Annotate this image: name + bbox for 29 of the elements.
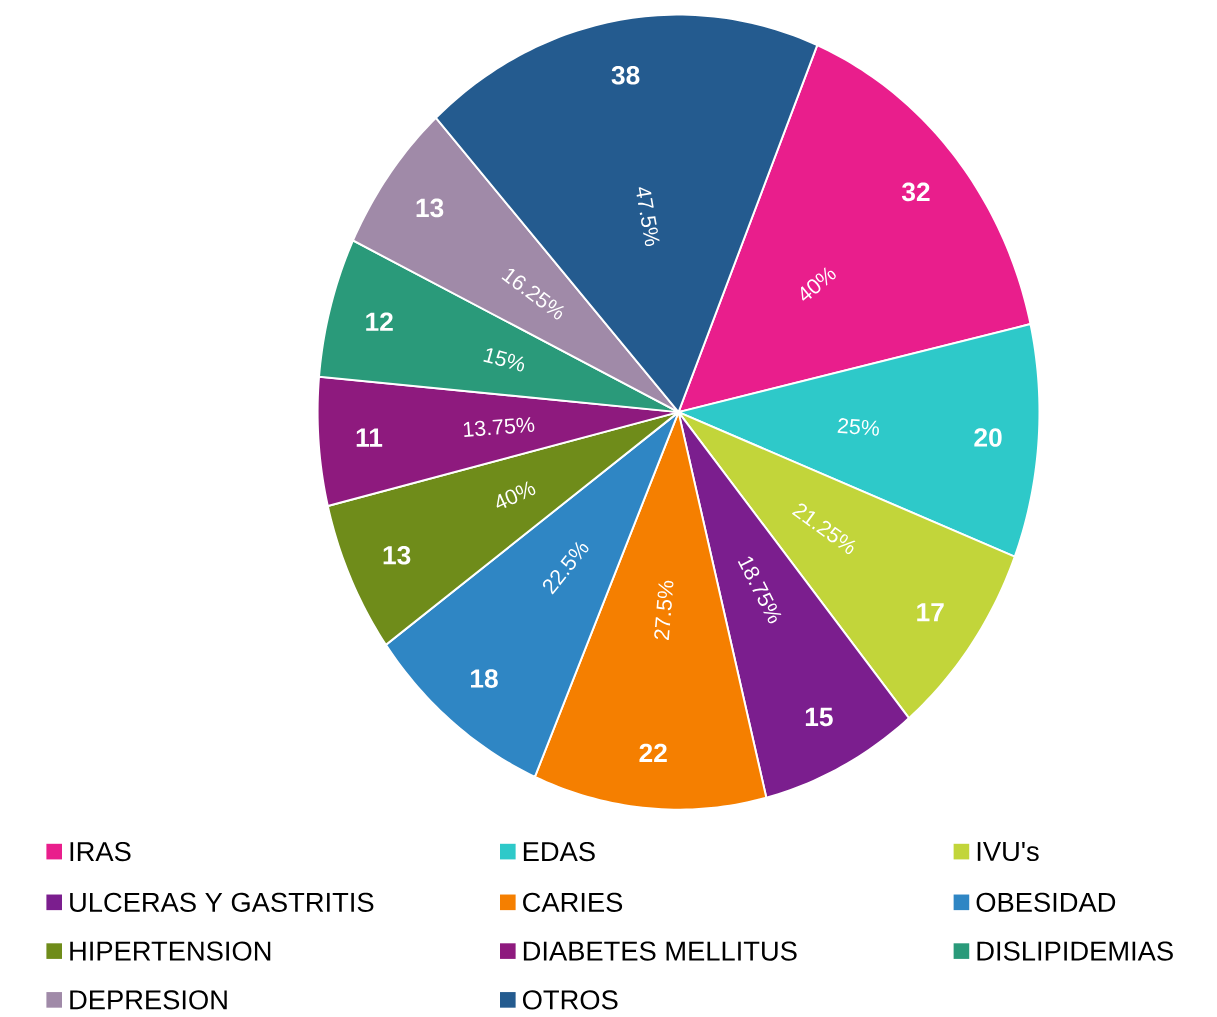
- legend-label: IRAS: [70, 841, 131, 862]
- text: 25%: [837, 417, 879, 436]
- legend-label: HIPERTENSION: [70, 941, 271, 961]
- data-label: 17: [917, 602, 944, 622]
- data-label: 22: [639, 743, 667, 762]
- text: 47.5%: [636, 187, 660, 246]
- legend-label: IVU's: [977, 841, 1039, 861]
- legend-label: DISLIPIDEMIAS: [977, 941, 1173, 961]
- data-label: 38: [611, 65, 640, 85]
- data-label: 13: [416, 198, 444, 218]
- text: 13.75%: [463, 416, 535, 437]
- legend-label: EDAS: [523, 841, 595, 862]
- data-label: 12: [366, 312, 393, 331]
- legend-label: OBESIDAD: [976, 892, 1116, 912]
- text: 27.5%: [654, 580, 674, 640]
- text: 15%: [483, 347, 525, 372]
- legend-label: DIABETES MELLITUS: [523, 941, 797, 961]
- legend-label: DEPRESION: [70, 990, 227, 1010]
- legend-label: CARIES: [523, 892, 623, 912]
- legend-label: ULCERAS Y GASTRITIS: [70, 892, 374, 912]
- data-label: 15: [805, 707, 833, 727]
- data-label: 13: [383, 545, 411, 565]
- data-label: 20: [974, 428, 1002, 447]
- legend-label: OTROS: [522, 990, 618, 1010]
- text: 40%: [496, 481, 536, 508]
- data-label: 32: [901, 182, 930, 202]
- data-label: 18: [470, 669, 498, 688]
- text: 40%: [800, 266, 836, 301]
- data-label: 11: [356, 428, 383, 447]
